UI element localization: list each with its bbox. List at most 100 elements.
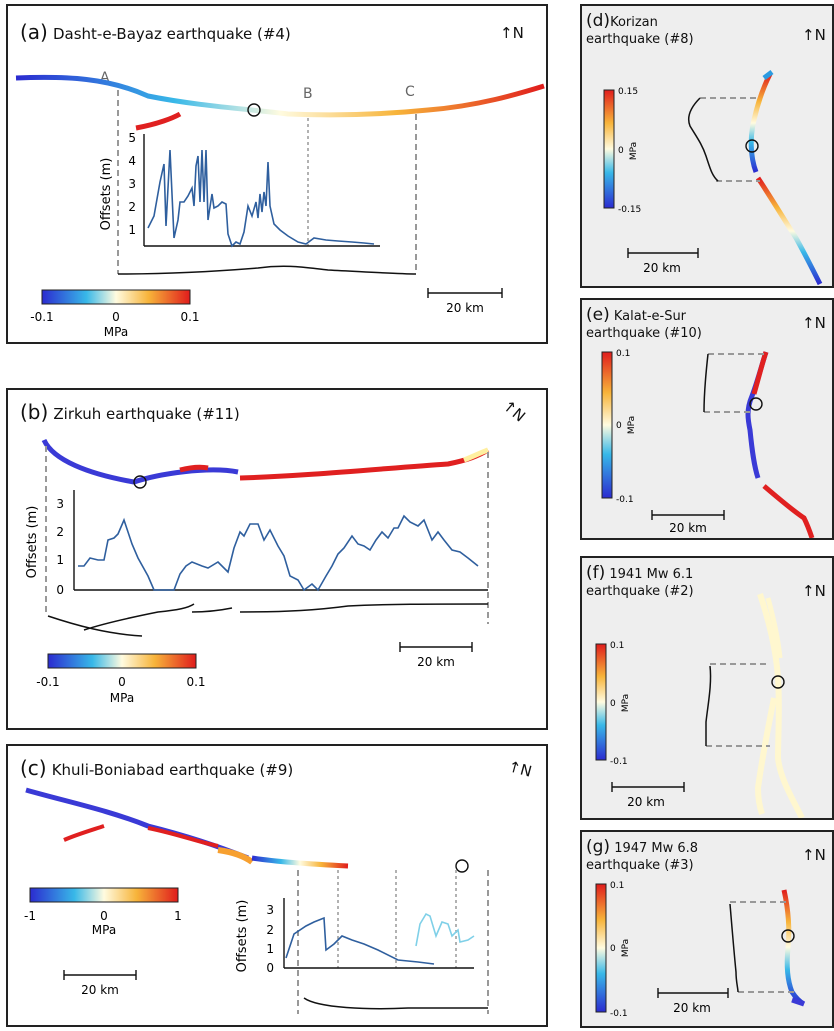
panel-a: (a) Dasht-e-Bayaz earthquake (#4) ↑N A B… — [6, 4, 548, 344]
fault-trace — [239, 447, 490, 481]
colorbar-mid: 0 — [616, 421, 622, 431]
panel-f-label: (f) — [586, 563, 606, 583]
panel-c: (c) Khuli-Boniabad earthquake (#9) ↑N Of… — [6, 744, 548, 1027]
fault-trace — [762, 70, 774, 80]
fault-trace — [791, 997, 805, 1007]
fault-trace — [217, 847, 254, 865]
fault-trace — [754, 697, 777, 815]
fault-trace-secondary — [135, 111, 182, 131]
scale-bar — [63, 970, 137, 980]
epicenter-marker — [455, 859, 469, 873]
colorbar-max: 0.1 — [610, 881, 624, 891]
panel-b-title: (b) Zirkuh earthquake (#11) — [20, 400, 240, 424]
fault-trace — [762, 484, 815, 538]
panel-e-name-line1: Kalat-e-Sur — [613, 309, 687, 324]
offset-line — [147, 149, 375, 248]
panel-d-label: (d) — [586, 11, 611, 31]
panel-a-north: ↑N — [500, 24, 524, 42]
epicenter-marker — [247, 103, 261, 117]
colorbar-max: 0.1 — [180, 310, 199, 324]
colorbar — [595, 883, 607, 1013]
north-label: N — [512, 24, 524, 42]
north-label: N — [814, 846, 826, 864]
fault-trace — [41, 438, 135, 485]
fault-trace — [251, 855, 349, 869]
panel-b-label: (b) — [20, 400, 49, 424]
panel-g-name-line2: earthquake (#3) — [586, 858, 694, 873]
north-label: N — [814, 26, 826, 44]
offset-line-alt — [415, 912, 475, 947]
point-label-a: A — [100, 70, 110, 86]
colorbar-min: -1 — [24, 909, 36, 923]
colorbar — [601, 351, 613, 499]
colorbar-mid: 0 — [100, 909, 108, 923]
panel-b-figure: Offsets (m) 0 1 2 3 -0.1 0 0.1 MPa 20 km — [25, 438, 490, 705]
panel-f-name-line2: earthquake (#2) — [586, 584, 694, 599]
colorbar — [47, 653, 197, 669]
panel-f-north: ↑N — [802, 582, 826, 600]
y-tick-label: 2 — [266, 923, 274, 937]
fault-trace — [781, 889, 806, 1007]
fault-trace — [748, 72, 773, 173]
panel-b-name: Zirkuh earthquake (#11) — [53, 405, 240, 423]
north-arrow-icon: ↑ — [802, 314, 815, 332]
panel-e: (e) Kalat-e-Sur earthquake (#10) ↑N 0.1 … — [580, 298, 834, 540]
panel-b: (b) Zirkuh earthquake (#11) ↑N Offsets (… — [6, 388, 548, 730]
scale-label: 20 km — [669, 521, 707, 535]
north-label: N — [814, 314, 826, 332]
rupture-outline — [688, 97, 719, 182]
panel-g-figure: 0.1 0 -0.1 MPa 20 km — [595, 881, 806, 1019]
point-label-b: B — [303, 86, 313, 102]
epicenter-marker — [781, 929, 795, 943]
panel-e-north: ↑N — [802, 314, 826, 332]
panel-g-name-line1: 1947 Mw 6.8 — [614, 841, 699, 856]
offset-line — [78, 514, 479, 592]
colorbar-max: 0.1 — [610, 641, 624, 651]
fault-trace — [15, 74, 545, 118]
fault-trace — [745, 351, 769, 479]
scale-label: 20 km — [81, 983, 119, 997]
rupture-outline — [705, 665, 712, 746]
scale-bar — [627, 248, 699, 258]
colorbar-unit: MPa — [104, 325, 128, 339]
colorbar-max: 0.15 — [618, 87, 638, 97]
colorbar-min: -0.1 — [610, 1009, 628, 1019]
y-tick-label: 1 — [56, 553, 64, 567]
fault-trace — [751, 351, 769, 395]
fault-trace — [179, 464, 209, 473]
colorbar-min: -0.1 — [610, 757, 628, 767]
y-axis-label: Offsets (m) — [25, 506, 40, 579]
panel-a-name: Dasht-e-Bayaz earthquake (#4) — [52, 25, 291, 43]
colorbar — [595, 643, 607, 761]
panel-d: (d)Korizan earthquake (#8) ↑N 0.15 0 -0.… — [580, 4, 834, 288]
colorbar-mid: 0 — [118, 675, 126, 689]
north-arrow-icon: ↑ — [500, 24, 513, 42]
y-axis-label: Offsets (m) — [99, 158, 114, 231]
rupture-outline — [47, 603, 489, 637]
point-label-c: C — [405, 84, 415, 100]
fault-trace — [757, 593, 805, 818]
colorbar-min: -0.1 — [30, 310, 53, 324]
y-tick-label: 4 — [128, 154, 136, 168]
north-arrow-icon: ↑ — [802, 846, 815, 864]
y-tick-label: 2 — [56, 525, 64, 539]
scale-bar — [657, 988, 729, 998]
colorbar-unit: MPa — [92, 923, 116, 937]
colorbar-unit: MPa — [629, 142, 639, 160]
panel-d-name-line2: earthquake (#8) — [586, 32, 694, 47]
panel-g: (g) 1947 Mw 6.8 earthquake (#3) ↑N 0.1 0… — [580, 830, 834, 1028]
panel-g-north: ↑N — [802, 846, 826, 864]
colorbar-mid: 0 — [112, 310, 120, 324]
rupture-outline — [303, 997, 488, 1010]
scale-label: 20 km — [627, 795, 665, 809]
rupture-outline — [117, 265, 417, 275]
y-tick-label: 5 — [128, 131, 136, 145]
y-tick-label: 0 — [56, 583, 64, 597]
colorbar-min: -0.1 — [616, 495, 634, 505]
y-axis-label: Offsets (m) — [235, 900, 250, 973]
panel-c-name: Khuli-Boniabad earthquake (#9) — [51, 761, 294, 779]
rupture-outline — [729, 903, 739, 993]
colorbar-unit: MPa — [627, 416, 637, 434]
panel-f-name-line1: 1941 Mw 6.1 — [609, 567, 694, 582]
panel-c-title: (c) Khuli-Boniabad earthquake (#9) — [20, 756, 293, 780]
